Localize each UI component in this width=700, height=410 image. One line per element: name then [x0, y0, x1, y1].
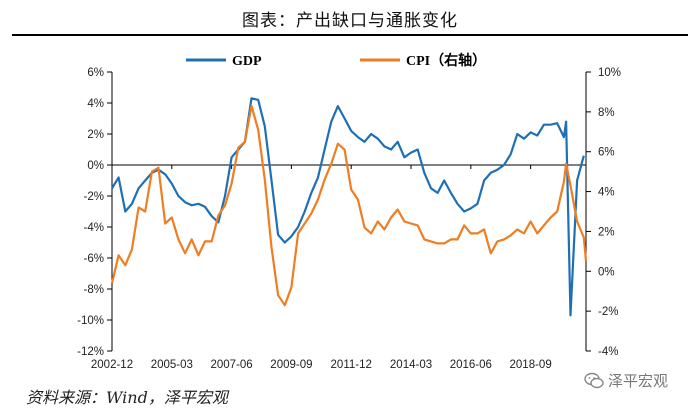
left-tick-label: 2%: [87, 129, 104, 141]
legend: GDP CPI（右轴）: [186, 52, 486, 69]
left-tick-label: -10%: [77, 315, 104, 327]
wechat-icon: [584, 372, 604, 388]
right-tick-label: 4%: [598, 187, 615, 199]
left-axis-ticks: -12% -10% -8% -6% -4% -2% 0% 2% 4% 6%: [77, 67, 112, 358]
output-gap-inflation-chart: -12% -10% -8% -6% -4% -2% 0% 2% 4% 6% -4% -2% 0% 2% 4…: [77, 52, 621, 371]
series-lines: [110, 97, 588, 317]
legend-cpi-label: CPI（右轴）: [406, 52, 486, 69]
title-rule: [12, 34, 688, 36]
left-tick-label: 4%: [87, 98, 104, 110]
x-tick-label: 2009-09: [270, 359, 312, 371]
x-tick-label: 2011-12: [331, 359, 372, 371]
right-tick-label: -4%: [598, 346, 618, 358]
chart-title: 图表：产出缺口与通胀变化: [242, 11, 458, 31]
source-note: 资料来源：Wind，泽平宏观: [26, 388, 228, 407]
right-tick-label: 0%: [598, 266, 615, 278]
left-tick-label: 6%: [87, 67, 104, 79]
x-tick-label: 2007-06: [210, 359, 252, 371]
axes: [111, 72, 587, 351]
x-tick-label: 2002-12: [91, 359, 133, 371]
right-tick-label: 2%: [598, 226, 615, 238]
gdp-series-line: [111, 97, 585, 317]
cpi-series-line: [110, 104, 588, 307]
right-tick-label: 8%: [598, 107, 615, 119]
right-tick-label: -2%: [598, 306, 618, 318]
right-tick-label: 10%: [598, 67, 621, 79]
left-tick-label: -2%: [84, 191, 104, 203]
left-tick-label: -12%: [77, 346, 104, 358]
x-tick-label: 2016-06: [450, 359, 492, 371]
watermark: 泽平宏观: [584, 370, 668, 391]
left-tick-label: -8%: [84, 284, 104, 296]
x-tick-label: 2018-09: [510, 359, 552, 371]
left-tick-label: -6%: [84, 253, 104, 265]
x-axis-ticks: 2002-12 2005-03 2007-06 2009-09 2011-12 2014-…: [91, 165, 552, 371]
right-tick-label: 6%: [598, 147, 615, 159]
right-axis-ticks: -4% -2% 0% 2% 4% 6% 8% 10%: [586, 67, 621, 358]
legend-gdp-label: GDP: [232, 54, 262, 69]
x-tick-label: 2005-03: [151, 359, 193, 371]
left-tick-label: -4%: [84, 222, 104, 234]
left-tick-label: 0%: [87, 160, 104, 172]
watermark-text: 泽平宏观: [608, 372, 669, 390]
x-tick-label: 2014-03: [390, 359, 432, 371]
